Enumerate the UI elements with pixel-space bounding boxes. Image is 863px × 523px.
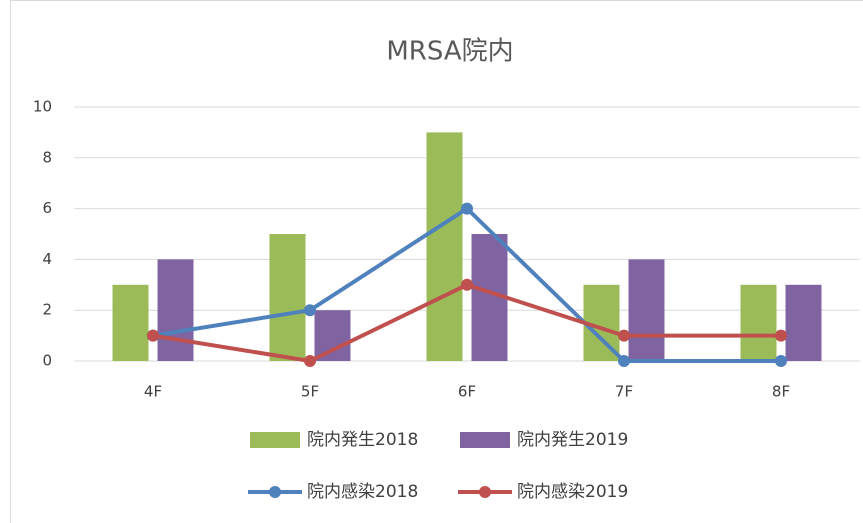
line-marker (618, 329, 630, 342)
legend-swatch (460, 432, 510, 448)
line-marker (461, 202, 473, 215)
x-tick-label: 8F (772, 383, 790, 401)
y-tick-label: 8 (42, 148, 52, 166)
line-marker (618, 355, 630, 367)
y-tick-label: 6 (42, 199, 52, 217)
line-marker (147, 329, 159, 342)
bar (157, 259, 194, 361)
bar (112, 284, 149, 361)
x-tick-label: 4F (144, 383, 162, 401)
line-marker (304, 355, 316, 367)
line-marker (304, 304, 316, 317)
legend-label: 院内発生2019 (517, 430, 628, 450)
legend-swatch (250, 432, 300, 448)
line-marker (775, 355, 787, 367)
y-tick-label: 10 (33, 98, 52, 116)
x-tick-label: 7F (615, 383, 633, 401)
y-tick-label: 2 (42, 301, 52, 319)
legend-label: 院内感染2019 (517, 482, 628, 502)
line-marker (775, 329, 787, 342)
line-marker (461, 278, 473, 291)
bar (740, 284, 777, 361)
legend-swatch (479, 486, 491, 498)
bar (426, 132, 463, 361)
legend-swatch (269, 486, 281, 498)
bar (314, 310, 351, 361)
y-tick-label: 4 (42, 250, 52, 268)
x-tick-label: 5F (301, 383, 319, 401)
y-tick-label: 0 (42, 352, 52, 370)
bar (269, 234, 306, 361)
legend-label: 院内発生2018 (307, 430, 418, 450)
bar (628, 259, 665, 361)
bar (785, 284, 822, 361)
legend-label: 院内感染2018 (307, 482, 418, 502)
x-tick-label: 6F (458, 383, 476, 401)
chart-title: MRSA院内 (386, 37, 513, 67)
